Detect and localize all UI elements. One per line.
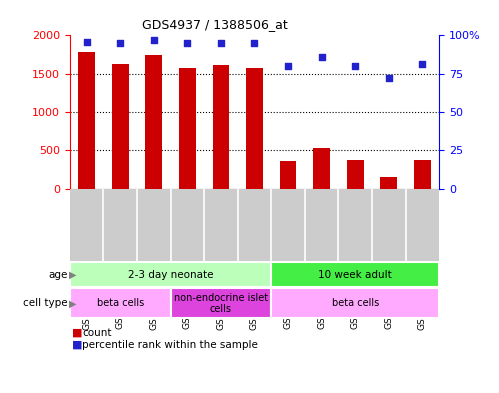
Point <box>150 37 158 43</box>
FancyBboxPatch shape <box>271 262 439 287</box>
Point <box>217 40 225 46</box>
Bar <box>313 148 330 189</box>
Bar <box>78 52 95 189</box>
Text: non-endocrine islet
cells: non-endocrine islet cells <box>174 293 268 314</box>
Bar <box>279 161 296 189</box>
Text: ■: ■ <box>72 328 83 338</box>
Text: ▶: ▶ <box>69 270 77 279</box>
FancyBboxPatch shape <box>171 288 271 318</box>
Point <box>250 40 258 46</box>
Point <box>418 61 426 68</box>
Point <box>284 63 292 69</box>
FancyBboxPatch shape <box>70 288 171 318</box>
Point <box>83 39 91 45</box>
Bar <box>179 68 196 189</box>
Text: ■: ■ <box>72 340 83 350</box>
Point <box>351 63 359 69</box>
Bar <box>347 160 364 189</box>
Text: percentile rank within the sample: percentile rank within the sample <box>82 340 258 350</box>
Point <box>116 40 124 46</box>
Point <box>183 40 191 46</box>
Text: GDS4937 / 1388506_at: GDS4937 / 1388506_at <box>142 18 287 31</box>
FancyBboxPatch shape <box>271 288 439 318</box>
Point <box>318 54 326 60</box>
Text: beta cells: beta cells <box>331 298 379 309</box>
Text: count: count <box>82 328 112 338</box>
Bar <box>112 64 129 189</box>
Text: beta cells: beta cells <box>97 298 144 309</box>
Text: age: age <box>48 270 67 279</box>
Text: 2-3 day neonate: 2-3 day neonate <box>128 270 213 279</box>
FancyBboxPatch shape <box>70 262 271 287</box>
Bar <box>380 177 397 189</box>
Bar <box>246 68 263 189</box>
Text: 10 week adult: 10 week adult <box>318 270 392 279</box>
Text: cell type: cell type <box>23 298 67 309</box>
Text: ▶: ▶ <box>69 298 77 309</box>
Point <box>385 75 393 81</box>
Bar <box>414 160 431 189</box>
Bar <box>145 55 162 189</box>
Bar <box>213 65 230 189</box>
